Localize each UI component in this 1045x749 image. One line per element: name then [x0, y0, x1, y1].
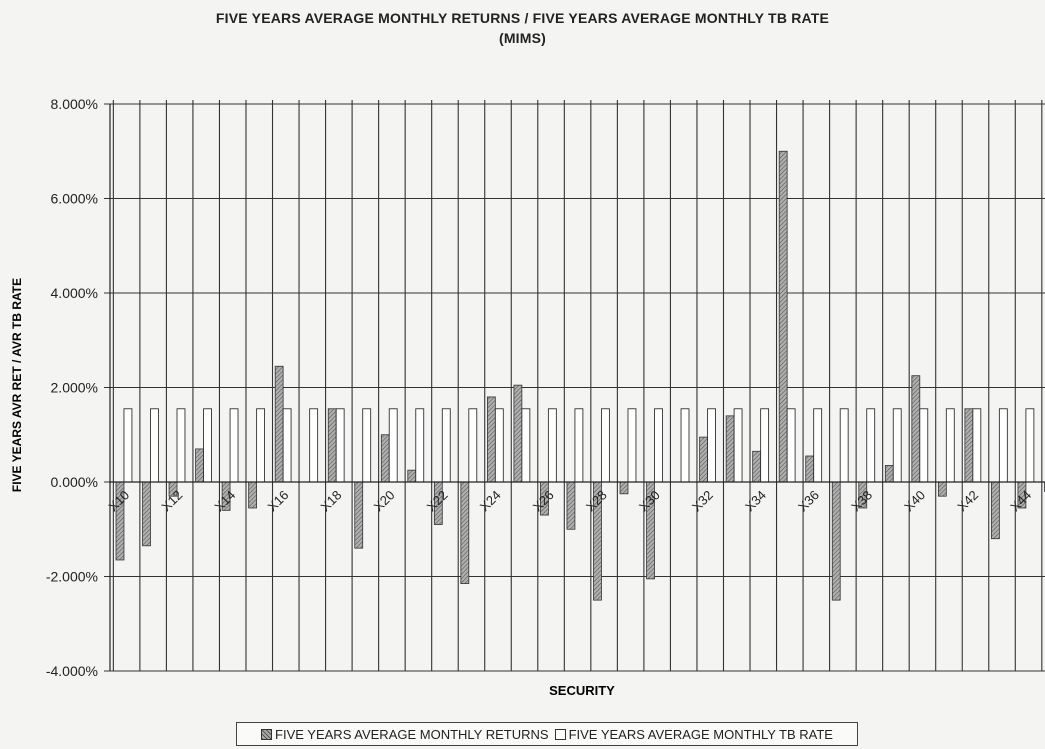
bar-tb-rate-x14: [229, 408, 239, 483]
x-tick-label: X22: [424, 487, 451, 514]
bar-tb-rate-x12: [176, 408, 186, 483]
bar-tb-rate-x22: [441, 408, 451, 483]
bar-tb-rate-x16: [282, 408, 292, 483]
x-tick-label: X26: [530, 487, 557, 514]
x-tick-label: X18: [318, 487, 345, 514]
x-tick-label: X28: [583, 487, 610, 514]
bar-returns-x25: [513, 384, 523, 483]
bar-returns-x11: [142, 481, 151, 547]
bar-tb-rate-x36: [813, 408, 823, 483]
x-tick-label: X14: [211, 487, 238, 514]
bar-returns-x19: [354, 481, 364, 549]
grid-lines: [110, 100, 1045, 672]
bar-tb-rate-x38: [866, 408, 876, 483]
bar-returns-x24: [486, 396, 496, 483]
bar-returns-x43: [991, 481, 1000, 540]
bar-returns-x33: [725, 415, 735, 483]
bar-tb-rate-x41: [945, 408, 955, 483]
x-tick-label: X34: [742, 487, 769, 514]
x-tick-label: X36: [795, 487, 822, 514]
bar-tb-rate-x42: [972, 408, 982, 483]
bar-returns-x13: [195, 448, 204, 483]
bar-tb-rate-x19: [362, 408, 372, 483]
legend-label-returns: FIVE YEARS AVERAGE MONTHLY RETURNS: [275, 726, 549, 742]
legend-swatch-returns: [261, 728, 273, 740]
y-tick-label: 0.000%: [51, 474, 98, 490]
bar-returns-x34: [752, 450, 762, 483]
bar-returns-x35: [778, 150, 788, 483]
bar-tb-rate-x43: [998, 408, 1008, 483]
bar-returns-x37: [831, 481, 841, 601]
bar-tb-rate-x35: [786, 408, 796, 483]
x-tick-label: X12: [158, 487, 185, 514]
bar-tb-rate-x30: [654, 408, 663, 483]
bar-tb-rate-x20: [388, 408, 398, 483]
bar-tb-rate-x15: [256, 408, 266, 483]
bar-tb-rate-x44: [1025, 408, 1035, 483]
bar-tb-rate-x34: [760, 408, 770, 483]
bar-tb-rate-x18: [335, 408, 345, 483]
legend-item-returns: FIVE YEARS AVERAGE MONTHLY RETURNS: [261, 727, 549, 742]
bar-tb-rate-x32: [707, 408, 716, 483]
bar-tb-rate-x17: [309, 408, 319, 483]
bar-returns-x40: [911, 375, 921, 483]
bar-tb-rate-x28: [601, 408, 610, 483]
bar-tb-rate-x29: [627, 408, 637, 483]
bar-tb-rate-x24: [494, 408, 504, 483]
bar-tb-rate-x23: [468, 408, 478, 483]
bar-tb-rate-x26: [547, 408, 557, 483]
bars: [115, 150, 1045, 601]
bar-returns-x15: [248, 481, 257, 509]
bar-returns-x36: [805, 455, 815, 483]
bar-returns-x42: [964, 408, 974, 483]
bar-tb-rate-x37: [839, 408, 849, 483]
bar-tb-rate-x11: [150, 408, 159, 483]
bar-tb-rate-x27: [574, 408, 584, 483]
x-tick-label: X32: [689, 487, 716, 514]
x-tick-label: X10: [105, 487, 132, 514]
bar-returns-x29: [619, 481, 629, 495]
chart-title-line2: (MIMS): [498, 30, 547, 46]
x-tick-label: X20: [371, 487, 398, 514]
chart-title-line1: FIVE YEARS AVERAGE MONTHLY RETURNS / FIV…: [215, 10, 830, 26]
y-tick-label: -2.000%: [46, 569, 98, 585]
x-tick-label: X44: [1007, 487, 1034, 514]
chart-title: FIVE YEARS AVERAGE MONTHLY RETURNS / FIV…: [0, 8, 1045, 48]
bar-returns-x32: [699, 436, 708, 483]
bar-returns-x27: [566, 481, 576, 530]
bar-tb-rate-x40: [919, 408, 929, 483]
bar-tb-rate-x25: [521, 408, 531, 483]
y-tick-label: 6.000%: [51, 191, 98, 207]
x-tick-label: X24: [477, 487, 504, 514]
x-axis-label: SECURITY: [549, 683, 615, 698]
legend: FIVE YEARS AVERAGE MONTHLY RETURNS FIVE …: [236, 722, 858, 746]
bar-returns-x39: [884, 465, 894, 483]
x-tick-label: X42: [954, 487, 981, 514]
y-axis-label: FIVE YEARS AVR RET / AVR TB RATE: [10, 278, 24, 492]
x-tick-label: X38: [848, 487, 875, 514]
bar-returns-x21: [407, 469, 417, 483]
legend-item-tb-rate: FIVE YEARS AVERAGE MONTHLY TB RATE: [554, 726, 833, 742]
x-tick-label: X40: [901, 487, 928, 514]
bar-tb-rate-x13: [203, 408, 212, 483]
legend-label-tb-rate: FIVE YEARS AVERAGE MONTHLY TB RATE: [568, 726, 833, 742]
bar-returns-x16: [274, 365, 284, 483]
x-tick-label: X16: [264, 487, 291, 514]
bar-tb-rate-x33: [733, 408, 743, 483]
bar-returns-x18: [327, 408, 337, 483]
y-tick-label: 8.000%: [51, 96, 98, 112]
bar-tb-rate-x21: [415, 408, 425, 483]
y-tick-label: 2.000%: [51, 380, 98, 396]
bar-returns-x20: [380, 434, 390, 483]
bar-returns-x23: [460, 481, 470, 584]
x-tick-label: X30: [636, 487, 663, 514]
bar-tb-rate-x39: [892, 408, 902, 483]
bar-tb-rate-x31: [680, 408, 690, 483]
bar-tb-rate-x10: [123, 408, 133, 483]
y-tick-label: -4.000%: [46, 663, 98, 679]
legend-swatch-tb-rate: [554, 728, 566, 740]
y-tick-label: 4.000%: [51, 285, 98, 301]
bar-returns-x41: [937, 481, 947, 497]
